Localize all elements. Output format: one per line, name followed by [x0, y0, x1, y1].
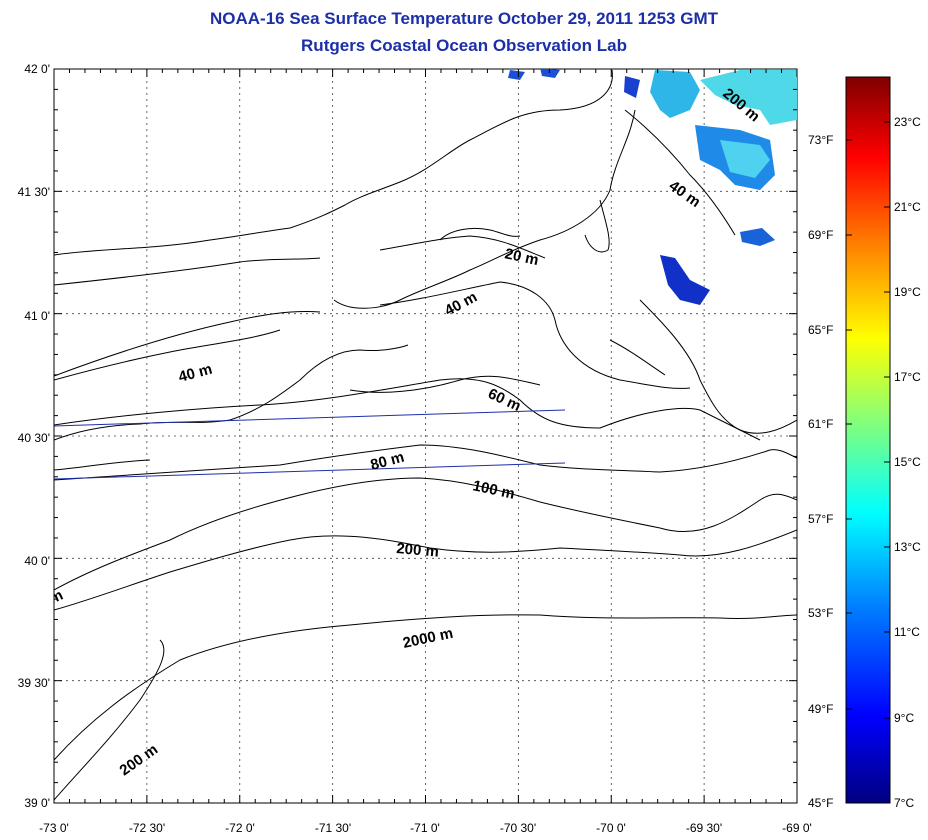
lat-label: 42 0'	[24, 62, 50, 76]
celsius-label: 11°C	[894, 625, 920, 639]
lon-label: -72 0'	[225, 821, 255, 835]
fahrenheit-label: 65°F	[808, 323, 833, 337]
transect-lines	[54, 409, 566, 480]
graticule	[54, 69, 797, 803]
sst-patch-small	[740, 228, 775, 246]
celsius-label: 9°C	[894, 711, 914, 725]
lat-label: 39 0'	[24, 796, 50, 810]
contour-80m	[54, 444, 797, 481]
lat-label: 39 30'	[18, 676, 50, 690]
fahrenheit-label: 45°F	[808, 796, 833, 810]
contour-20m	[379, 235, 546, 259]
contour-label: 20 m	[503, 245, 540, 269]
contour-60m	[54, 378, 761, 441]
celsius-label: 13°C	[894, 540, 921, 554]
sst-patch-tiny	[540, 69, 560, 78]
map-subtitle: Rutgers Coastal Ocean Observation Lab	[301, 36, 627, 55]
lon-label: -69 30'	[686, 821, 722, 835]
contour-200m	[54, 529, 797, 611]
contour-200m-south	[54, 639, 165, 801]
celsius-label: 15°C	[894, 455, 921, 469]
lat-label: 40 30'	[18, 431, 50, 445]
lat-label: 40 0'	[24, 554, 50, 568]
contour-40m	[54, 311, 321, 377]
celsius-label: 17°C	[894, 370, 921, 384]
colorbar	[845, 76, 891, 804]
fahrenheit-label: 69°F	[808, 228, 833, 242]
contour-40m	[624, 109, 736, 236]
lon-label: -70 30'	[500, 821, 536, 835]
lon-label: -72 30'	[129, 821, 165, 835]
fahrenheit-label: 57°F	[808, 512, 833, 526]
lon-label: -71 0'	[410, 821, 440, 835]
lon-label: -70 0'	[596, 821, 626, 835]
colorbar-ticks	[846, 121, 890, 719]
lon-label: -69 0'	[782, 821, 812, 835]
sst-patch-tiny	[508, 70, 525, 80]
celsius-label: 7°C	[894, 796, 914, 810]
sst-patch-northeast	[650, 70, 700, 118]
sst-patch-northeast	[700, 70, 797, 125]
contour-2000m	[54, 614, 797, 761]
fahrenheit-label: 49°F	[808, 702, 833, 716]
contour-40m	[379, 281, 691, 389]
fahrenheit-label: 61°F	[808, 417, 833, 431]
celsius-label: 21°C	[894, 200, 921, 214]
depth-contours	[54, 109, 797, 801]
celsius-label: 23°C	[894, 115, 921, 129]
contour-label: m	[47, 587, 66, 608]
axis-ticks	[53, 68, 798, 804]
sst-patches	[508, 69, 797, 305]
contour-100m	[54, 477, 797, 591]
sst-patch-east	[720, 140, 770, 178]
fahrenheit-label: 73°F	[808, 133, 833, 147]
map-title: NOAA-16 Sea Surface Temperature October …	[209, 9, 719, 28]
lon-label: -71 30'	[315, 821, 351, 835]
lon-label: -73 0'	[39, 821, 69, 835]
celsius-label: 19°C	[894, 285, 921, 299]
transect-north	[54, 409, 566, 427]
coastline	[54, 69, 797, 471]
fahrenheit-label: 53°F	[808, 606, 833, 620]
contour-label: 200 m	[396, 540, 440, 561]
sst-patch-tiny	[624, 76, 640, 98]
transect-south	[54, 462, 566, 480]
lat-label: 41 0'	[24, 309, 50, 323]
lat-label: 41 30'	[18, 185, 50, 199]
sst-patch-south	[660, 255, 710, 305]
